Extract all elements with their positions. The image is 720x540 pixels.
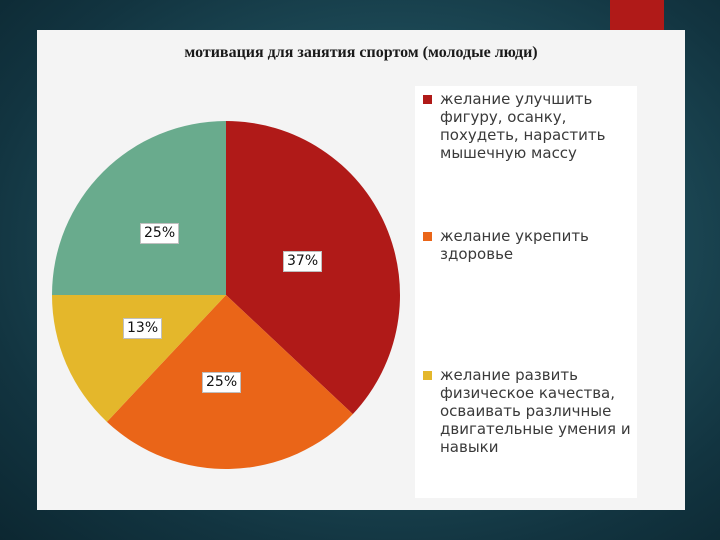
legend-swatch (423, 95, 432, 104)
legend-item-figure: желание улучшить фигуру, осанку, похудет… (423, 90, 637, 162)
legend-item-health: желание укрепить здоровье (423, 227, 637, 263)
legend-label: желание укрепить здоровье (440, 227, 589, 263)
pie-slice (52, 121, 226, 295)
legend-item-skills: желание развить физическое качества, осв… (423, 366, 637, 456)
legend-swatch (423, 371, 432, 380)
legend-label: желание развить физическое качества, осв… (440, 366, 631, 456)
accent-tab (610, 0, 664, 30)
slice-data-label: 13% (123, 318, 163, 339)
legend-label: желание улучшить фигуру, осанку, похудет… (440, 90, 606, 162)
slide: мотивация для занятия спортом (молодые л… (37, 30, 685, 510)
slice-data-label: 25% (140, 223, 180, 244)
slice-data-label: 25% (202, 372, 242, 393)
legend: желание улучшить фигуру, осанку, похудет… (415, 86, 637, 498)
legend-swatch (423, 232, 432, 241)
pie-slice (52, 295, 226, 422)
chart-title: мотивация для занятия спортом (молодые л… (184, 44, 538, 61)
slice-data-label: 37% (283, 251, 323, 272)
